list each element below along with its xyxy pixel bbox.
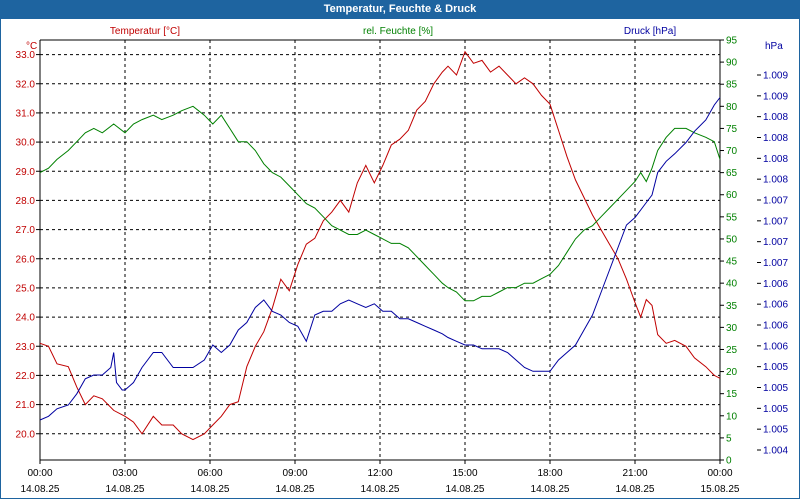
temperature-tick-label: 31.0 [16,108,36,119]
date-tick-label: 14.08.25 [106,484,145,495]
humidity-series-line [39,105,721,302]
pressure-series-line [39,97,721,421]
date-tick-label: 14.08.25 [361,484,400,495]
pressure-tick-label: 1.008 [763,175,788,186]
temperature-series-line [39,50,721,441]
date-tick-label: 15.08.25 [701,484,740,495]
time-tick-label: 15:00 [452,468,477,479]
temperature-tick-label: 33.0 [16,50,36,61]
temperature-tick-label: 32.0 [16,79,36,90]
pressure-tick-label: 1.007 [763,216,788,227]
pressure-tick-label: 1.006 [763,300,788,311]
humidity-tick-label: 90 [726,58,738,69]
pressure-tick-label: 1.005 [763,362,788,373]
date-tick-label: 14.08.25 [531,484,570,495]
time-tick-label: 03:00 [112,468,137,479]
temperature-axis-ticks: 20.0 21.0 22.0 23.0 24.0 25.0 26.0 27.0 28.0 29.0… [16,50,40,440]
humidity-tick-label: 45 [726,257,738,268]
time-tick-label: 06:00 [197,468,222,479]
pressure-tick-label: 1.009 [763,71,788,82]
date-tick-label: 14.08.25 [616,484,655,495]
pressure-tick-label: 1.008 [763,133,788,144]
humidity-tick-label: 65 [726,168,738,179]
pressure-tick-label: 1.009 [763,91,788,102]
time-tick-label: 12:00 [367,468,392,479]
humidity-tick-label: 70 [726,146,738,157]
pressure-axis-ticks: 1.004 1.005 1.005 1.005 1.005 1.006 1.006 1.006… [757,71,788,457]
temperature-tick-label: 28.0 [16,196,36,207]
pressure-tick-label: 1.006 [763,279,788,290]
humidity-tick-label: 55 [726,212,738,223]
pressure-tick-label: 1.005 [763,383,788,394]
pressure-tick-label: 1.008 [763,112,788,123]
humidity-tick-label: 95 [726,36,738,47]
date-tick-label: 14.08.25 [276,484,315,495]
humidity-tick-label: 25 [726,345,738,356]
temperature-legend: Temperatur [°C] [110,26,180,37]
pressure-tick-label: 1.006 [763,321,788,332]
pressure-tick-label: 1.005 [763,425,788,436]
grid-lines [39,39,721,461]
humidity-tick-label: 40 [726,279,738,290]
humidity-tick-label: 35 [726,301,738,312]
chart-title: Temperatur, Feuchte & Druck [0,0,800,19]
humidity-tick-label: 0 [726,456,732,467]
humidity-tick-label: 60 [726,190,738,201]
time-tick-label: 00:00 [27,468,52,479]
temperature-tick-label: 27.0 [16,225,36,236]
pressure-tick-label: 1.007 [763,196,788,207]
humidity-tick-label: 5 [726,433,732,444]
humidity-tick-label: 75 [726,124,738,135]
pressure-tick-label: 1.007 [763,237,788,248]
pressure-unit-label: hPa [765,41,783,52]
pressure-legend: Druck [hPa] [624,26,676,37]
humidity-legend: rel. Feuchte [%] [363,26,433,37]
series-lines [39,50,721,441]
humidity-tick-label: 85 [726,80,738,91]
pressure-tick-label: 1.008 [763,154,788,165]
temperature-tick-label: 24.0 [16,313,36,324]
humidity-tick-label: 10 [726,411,738,422]
temperature-tick-label: 25.0 [16,283,36,294]
date-tick-label: 14.08.25 [446,484,485,495]
pressure-tick-label: 1.006 [763,341,788,352]
time-tick-label: 18:00 [537,468,562,479]
temperature-tick-label: 29.0 [16,167,36,178]
humidity-tick-label: 80 [726,102,738,113]
pressure-tick-label: 1.005 [763,404,788,415]
time-tick-label: 00:00 [707,468,732,479]
humidity-tick-label: 30 [726,323,738,334]
humidity-tick-label: 20 [726,367,738,378]
time-tick-label: 09:00 [282,468,307,479]
temperature-tick-label: 22.0 [16,371,36,382]
temperature-tick-label: 30.0 [16,138,36,149]
temperature-unit-label: °C [26,41,37,52]
humidity-axis-ticks: 0 5 10 15 20 25 30 35 40 45 50 55 60 65 70 75 80 85 90 95 [720,36,738,467]
temperature-tick-label: 26.0 [16,254,36,265]
date-tick-label: 14.08.25 [191,484,230,495]
pressure-tick-label: 1.004 [763,446,788,457]
time-axis-ticks: 00:00 14.08.25 03:00 14.08.25 06:00 14.08.25 0… [21,460,740,495]
temperature-tick-label: 23.0 [16,342,36,353]
temperature-tick-label: 20.0 [16,429,36,440]
humidity-tick-label: 15 [726,389,738,400]
time-tick-label: 21:00 [622,468,647,479]
date-tick-label: 14.08.25 [21,484,60,495]
humidity-tick-label: 50 [726,234,738,245]
pressure-tick-label: 1.007 [763,258,788,269]
temperature-tick-label: 21.0 [16,400,36,411]
